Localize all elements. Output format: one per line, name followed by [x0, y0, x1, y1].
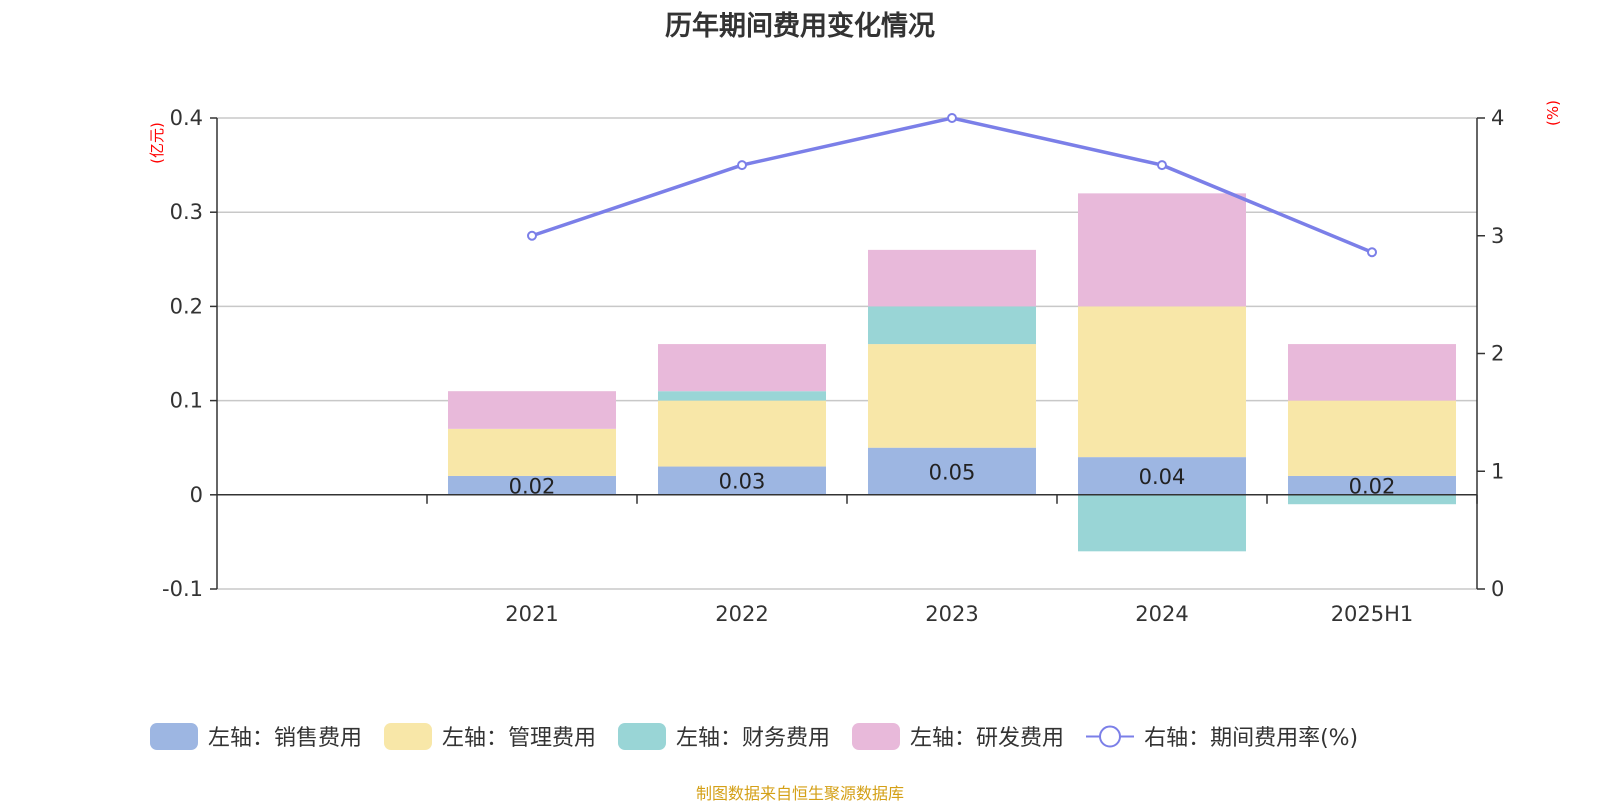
- right-axis-tick-label: 0: [1491, 577, 1504, 601]
- rate-point: [947, 113, 957, 123]
- bar-data-label: 0.03: [719, 470, 766, 494]
- bar-segment: [868, 447, 1036, 495]
- bar-data-label: 0.04: [1139, 465, 1186, 489]
- left-axis-tick-label: 0.2: [170, 294, 203, 318]
- legend: 左轴：销售费用 左轴：管理费用 左轴：财务费用 左轴：研发费用 右轴：期间费用率…: [150, 720, 1380, 752]
- bar-segment: [658, 344, 826, 392]
- right-axis-tick-label: 2: [1491, 342, 1504, 366]
- x-axis-tick-label: 2023: [925, 602, 978, 626]
- legend-label-sales: 左轴：销售费用: [208, 726, 363, 751]
- right-axis-unit: (%): [1544, 100, 1562, 126]
- legend-swatch-finance: [618, 722, 667, 750]
- bar-segment: [448, 391, 616, 429]
- bar-data-label: 0.05: [929, 460, 976, 484]
- bar-segment: [1288, 400, 1456, 476]
- legend-line-marker-icon: [1086, 725, 1135, 747]
- right-axis-tick-label: 1: [1491, 459, 1504, 483]
- bar-segment: [448, 475, 616, 495]
- source-note: 制图数据来自恒生聚源数据库: [695, 784, 904, 803]
- legend-swatch-admin: [384, 722, 433, 750]
- bar-segment: [1078, 193, 1246, 307]
- legend-label-rate: 右轴：期间费用率(%): [1144, 726, 1359, 751]
- bar-segment: [448, 428, 616, 476]
- bar-data-label: 0.02: [1349, 474, 1396, 498]
- rate-point: [527, 230, 537, 241]
- legend-item-rnd[interactable]: 左轴：研发费用: [852, 720, 1064, 752]
- legend-item-finance[interactable]: 左轴：财务费用: [618, 720, 830, 752]
- bar-segment: [658, 466, 826, 495]
- legend-item-admin[interactable]: 左轴：管理费用: [384, 720, 596, 752]
- x-axis-tick-label: 2022: [715, 602, 768, 626]
- rate-point: [1367, 247, 1377, 258]
- bar-segment: [868, 306, 1036, 345]
- x-axis-tick-label: 2025H1: [1331, 602, 1414, 626]
- legend-item-rate[interactable]: 右轴：期间费用率(%): [1086, 720, 1358, 752]
- legend-label-finance: 左轴：财务费用: [676, 726, 831, 751]
- legend-label-rnd: 左轴：研发费用: [910, 726, 1065, 751]
- bar-data-label: 0.02: [509, 474, 556, 498]
- bar-segment: [1078, 457, 1246, 495]
- left-axis-tick-label: 0.4: [170, 106, 203, 130]
- left-axis-tick-label: 0: [190, 483, 203, 507]
- bar-segment: [1078, 494, 1246, 552]
- x-axis-tick-label: 2024: [1135, 602, 1188, 626]
- rate-point: [1157, 160, 1167, 171]
- x-axis-tick-label: 2021: [505, 602, 558, 626]
- left-axis-tick-label: 0.3: [170, 200, 203, 224]
- left-axis-tick-label: -0.1: [162, 577, 203, 601]
- bar-segment: [658, 400, 826, 467]
- bar-segment: [1078, 306, 1246, 458]
- legend-label-admin: 左轴：管理费用: [442, 726, 597, 751]
- chart-title: 历年期间费用变化情况: [665, 11, 935, 42]
- right-axis-tick-label: 3: [1491, 224, 1504, 248]
- bar-segment: [1288, 344, 1456, 401]
- bar-segment: [1288, 494, 1456, 505]
- bar-segment: [658, 391, 826, 401]
- bar-segment: [868, 344, 1036, 448]
- rate-point: [737, 160, 747, 171]
- left-axis-unit: (亿元): [148, 122, 166, 164]
- right-axis-tick-label: 4: [1491, 106, 1504, 130]
- bar-segment: [1288, 475, 1456, 495]
- legend-item-sales[interactable]: 左轴：销售费用: [150, 720, 362, 752]
- chart-plot: 0.4 0.3 0.2 0.1 0 -0.1 (亿元) 4 3 2 1 0 (%) 2021 2022 202…: [148, 100, 1562, 626]
- left-axis-tick-label: 0.1: [170, 389, 203, 413]
- legend-swatch-rnd: [852, 722, 901, 750]
- legend-swatch-sales: [150, 722, 198, 750]
- bar-segment: [868, 249, 1036, 307]
